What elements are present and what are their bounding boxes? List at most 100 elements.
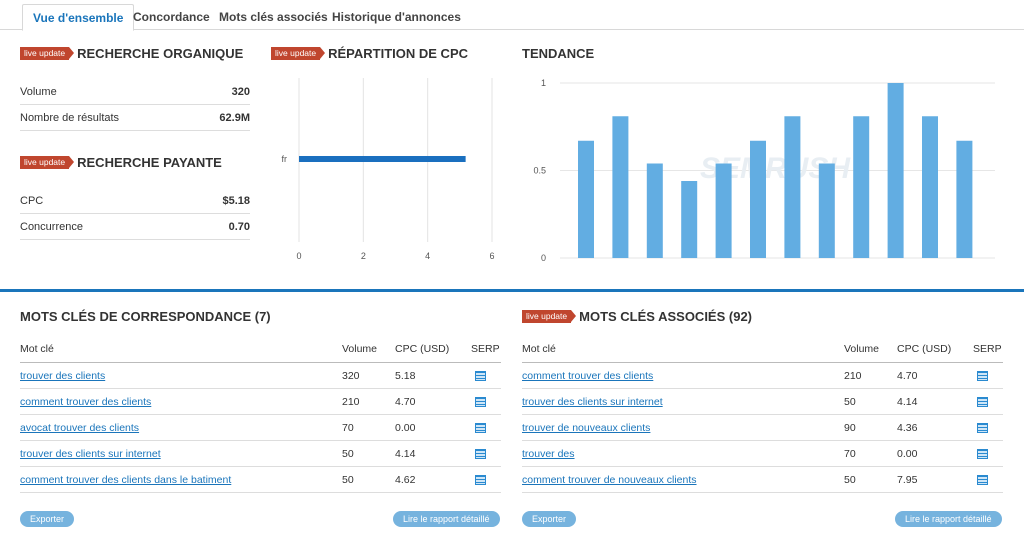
serp-icon[interactable] [977, 449, 988, 459]
export-button[interactable]: Exporter [522, 511, 577, 527]
row-value: 62.9M [219, 112, 250, 124]
y-tick-label: 1 [541, 78, 546, 88]
cpc-cell: 4.70 [395, 396, 416, 408]
paid-competition-row: Concurrence 0.70 [20, 214, 250, 240]
volume-cell: 50 [342, 448, 354, 460]
serp-icon[interactable] [977, 397, 988, 407]
y-tick-label: 0 [541, 253, 546, 263]
column-header[interactable]: SERP [973, 343, 1002, 355]
cpc-cell: 4.14 [395, 448, 416, 460]
tab-overview[interactable]: Vue d'ensemble [22, 4, 135, 31]
serp-icon[interactable] [475, 475, 486, 485]
cpc-title: RÉPARTITION DE CPC [328, 46, 469, 61]
trend-bar [750, 140, 766, 258]
volume-cell: 210 [342, 396, 360, 408]
volume-cell: 50 [844, 474, 856, 486]
trend-bar [784, 116, 801, 258]
table-row: comment trouver des clients 210 4.70 [20, 389, 501, 415]
table-row: comment trouver de nouveaux clients 50 7.9… [522, 467, 1003, 493]
volume-cell: 50 [342, 474, 354, 486]
organic-volume-row: Volume 320 [20, 79, 250, 105]
cpc-cell: 4.36 [897, 422, 918, 434]
matching-title: MOTS CLÉS DE CORRESPONDANCE (7) [20, 309, 271, 324]
row-value: $5.18 [222, 195, 250, 207]
cpc-cell: 4.62 [395, 474, 416, 486]
column-header[interactable]: Mot clé [522, 343, 556, 355]
keyword-link[interactable]: trouver des [522, 448, 575, 460]
row-label: Concurrence [20, 221, 83, 233]
trend-bar [887, 83, 904, 258]
keyword-link[interactable]: avocat trouver des clients [20, 422, 140, 434]
table-row: comment trouver des clients 210 4.70 [522, 363, 1003, 389]
serp-icon[interactable] [475, 423, 486, 433]
keyword-link[interactable]: comment trouver des clients dans le bati… [20, 474, 232, 486]
row-label: Volume [20, 86, 57, 98]
column-header[interactable]: SERP [471, 343, 500, 355]
column-header[interactable]: Mot clé [20, 343, 54, 355]
serp-icon[interactable] [475, 371, 486, 381]
live-update-badge: live update [20, 47, 75, 60]
category-label: fr [282, 154, 288, 164]
volume-cell: 210 [844, 370, 862, 382]
tab-related-keywords[interactable]: Mots clés associés [219, 10, 328, 24]
serp-icon[interactable] [977, 475, 988, 485]
table-row: trouver des clients 320 5.18 [20, 363, 501, 389]
volume-cell: 70 [844, 448, 856, 460]
paid-cpc-row: CPC $5.18 [20, 188, 250, 214]
cpc-bar [299, 156, 466, 162]
serp-icon[interactable] [475, 397, 486, 407]
volume-cell: 70 [342, 422, 354, 434]
trend-bar [578, 140, 594, 258]
table-row: comment trouver des clients dans le bati… [20, 467, 501, 493]
trend-bar [681, 181, 698, 258]
cpc-cell: 5.18 [395, 370, 416, 382]
organic-title: RECHERCHE ORGANIQUE [77, 46, 244, 61]
trend-bar [818, 163, 835, 258]
y-tick-label: 0.5 [533, 166, 546, 176]
tab-concordance[interactable]: Concordance [133, 10, 210, 24]
table-header: Mot clé Volume CPC (USD) SERP [20, 335, 501, 363]
keyword-link[interactable]: trouver des clients sur internet [522, 396, 663, 408]
x-tick-label: 2 [361, 251, 366, 261]
keyword-link[interactable]: comment trouver des clients [20, 396, 152, 408]
cpc-distribution-chart: 0 2 4 6 fr [282, 78, 495, 261]
column-header[interactable]: CPC (USD) [897, 343, 952, 355]
cpc-cell: 4.70 [897, 370, 918, 382]
keyword-link[interactable]: trouver des clients [20, 370, 106, 382]
serp-icon[interactable] [977, 423, 988, 433]
keyword-link[interactable]: trouver des clients sur internet [20, 448, 161, 460]
related-keywords-table: Mot clé Volume CPC (USD) SERP comment trouve… [522, 335, 1003, 493]
paid-title: RECHERCHE PAYANTE [77, 155, 222, 170]
read-report-button[interactable]: Lire le rapport détaillé [393, 511, 500, 527]
column-header[interactable]: Volume [342, 343, 378, 355]
table-row: avocat trouver des clients 70 0.00 [20, 415, 501, 441]
keyword-link[interactable]: trouver de nouveaux clients [522, 422, 651, 434]
row-label: CPC [20, 195, 44, 207]
row-value: 320 [231, 86, 250, 98]
keyword-link[interactable]: comment trouver des clients [522, 370, 654, 382]
table-row: trouver de nouveaux clients 90 4.36 [522, 415, 1003, 441]
organic-section-title: live update RECHERCHE ORGANIQUE [20, 46, 243, 61]
trend-title: TENDANCE [522, 46, 595, 61]
serp-icon[interactable] [977, 371, 988, 381]
trend-bar [715, 163, 732, 258]
live-update-badge: live update [20, 156, 75, 169]
column-header[interactable]: Volume [844, 343, 880, 355]
volume-cell: 50 [844, 396, 856, 408]
organic-results-row: Nombre de résultats 62.9M [20, 105, 250, 131]
cpc-cell: 7.95 [897, 474, 918, 486]
read-report-button[interactable]: Lire le rapport détaillé [895, 511, 1002, 527]
x-tick-label: 4 [425, 251, 430, 261]
keyword-link[interactable]: comment trouver de nouveaux clients [522, 474, 697, 486]
x-tick-label: 6 [489, 251, 494, 261]
table-row: trouver des clients sur internet 50 4.14 [522, 389, 1003, 415]
export-button[interactable]: Exporter [20, 511, 75, 527]
live-update-badge: live update [271, 47, 326, 60]
serp-icon[interactable] [475, 449, 486, 459]
cpc-cell: 4.14 [897, 396, 918, 408]
cpc-cell: 0.00 [395, 422, 416, 434]
column-header[interactable]: CPC (USD) [395, 343, 450, 355]
paid-section-title: live update RECHERCHE PAYANTE [20, 155, 222, 170]
tab-ad-history[interactable]: Historique d'annonces [332, 10, 461, 24]
